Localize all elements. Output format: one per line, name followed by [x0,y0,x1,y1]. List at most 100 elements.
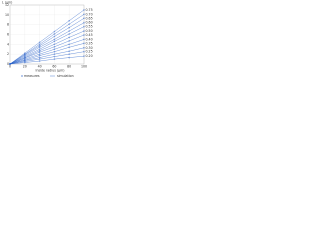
y-tick-label: 8 [7,23,9,27]
measure-point [38,58,41,60]
x-tick-label: 0 [9,65,11,69]
measure-point [38,53,41,55]
measure-point [24,54,26,57]
x-tick-label: 80 [67,65,71,69]
y-tick-label: 4 [7,42,9,46]
series-line [9,9,85,65]
measure-point [83,25,85,28]
series-label: 0.40 [86,37,93,41]
measure-point [53,58,56,60]
measure-point [83,38,85,41]
measure-point [83,55,85,57]
x-tick-label: 40 [38,65,42,69]
x-tick-label: 100 [81,65,87,69]
series-line [9,51,85,65]
series-label: 0.20 [86,54,93,58]
measure-point [9,63,11,65]
y-tick-label: 2 [7,52,9,56]
measure-point [24,55,26,58]
measure-point [83,42,85,45]
series-line [9,30,85,65]
series-line [9,47,85,65]
measure-point [53,33,56,35]
x-tick-label: 60 [52,65,56,69]
measure-point [68,43,70,46]
measure-point [68,33,70,35]
series-line [9,26,85,65]
measure-point [83,17,85,20]
series-label: 0.30 [86,46,93,50]
measure-point [24,58,26,60]
x-axis-label: Inside radius (μm) [36,69,65,73]
measure-point [83,13,85,16]
page: {"chart_data": {"type": "line", "y_label… [0,0,100,80]
measure-point [68,30,70,32]
measure-point [53,43,56,46]
legend-label: simulation [57,74,74,78]
measure-point [68,23,70,25]
measure-point [53,40,56,43]
series-line [9,43,85,65]
measure-point [53,38,56,41]
series-line [9,22,85,65]
measure-point [53,48,56,51]
series-label: 0.25 [86,50,93,54]
measure-point [53,46,56,48]
measure-point [24,52,26,54]
measure-point [38,51,41,53]
measure-point [68,50,70,52]
y-tick-label: 6 [7,33,9,37]
measure-point [83,9,85,11]
series-label: 0.45 [86,33,93,37]
measure-point [24,53,26,56]
measure-point [38,60,41,62]
measure-point [38,41,41,44]
series-label: 0.50 [86,29,93,33]
series-line [9,55,85,65]
y-tick-label: 12 [5,3,9,7]
measure-point [38,46,41,49]
measure-point [83,47,85,49]
measure-point [53,30,56,33]
series-line [9,14,85,65]
measure-point [24,57,26,59]
measure-point [53,55,56,58]
measure-point [53,53,56,55]
measure-point [68,19,70,22]
y-axis-label: L (μm) [2,1,12,5]
measure-point [68,53,70,55]
measure-point [53,35,56,38]
series-label: 0.35 [86,41,93,45]
measure-point [68,56,70,59]
measure-point [38,43,41,46]
series-line [9,34,85,65]
measure-point [38,48,41,51]
measure-point [68,46,70,49]
series-label: 0.70 [86,12,93,16]
measure-point [83,50,85,53]
measure-point [24,60,26,63]
measure-point [68,40,70,42]
series-line [9,18,85,65]
series-label: 0.60 [86,21,93,25]
x-tick-label: 20 [23,65,27,69]
measure-point [68,36,70,39]
y-tick-label: 0 [7,62,9,66]
legend-label: measures [24,74,40,78]
measure-point [38,56,41,59]
measure-point [83,21,85,24]
measure-point [38,54,41,57]
series-label: 0.65 [86,16,93,20]
series-label: 0.55 [86,25,93,29]
measure-point [53,50,56,53]
series-line [9,39,85,65]
y-tick-label: 10 [5,13,9,17]
measure-point [68,26,70,29]
measure-point [24,61,26,64]
measure-point [83,34,85,36]
measure-point [83,30,85,32]
measure-point [38,49,41,52]
measure-point [24,59,26,62]
series-label: 0.75 [86,8,93,12]
